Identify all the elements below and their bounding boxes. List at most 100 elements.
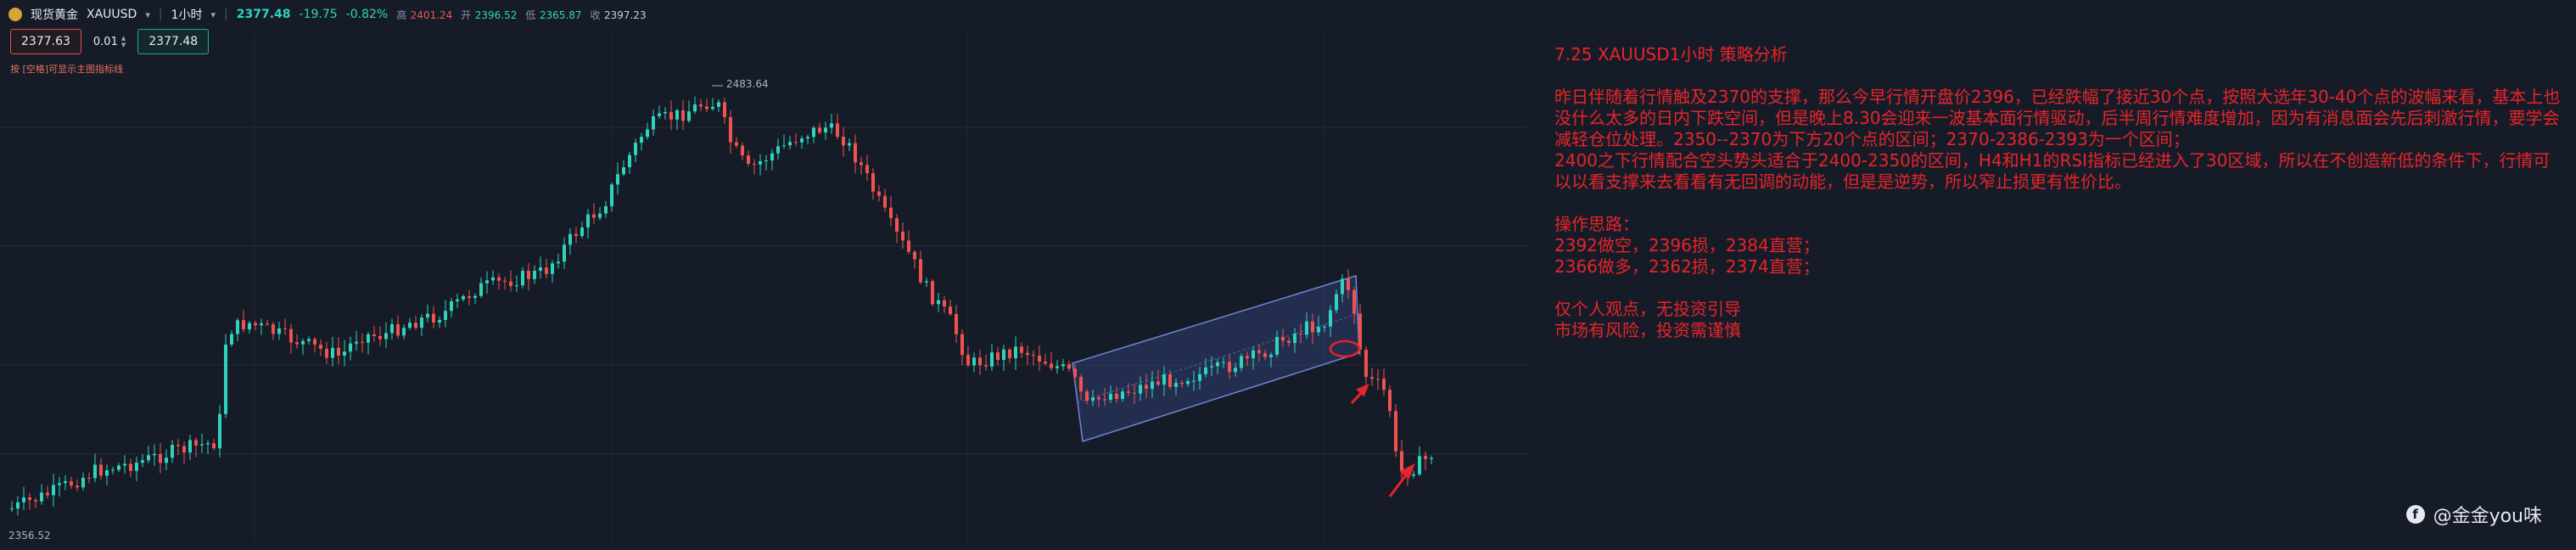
candle-body [1412, 474, 1415, 476]
candle-body [646, 129, 649, 138]
candle-body [551, 263, 554, 274]
candle-body [836, 123, 839, 138]
candle-body [1257, 350, 1261, 354]
candle-body [497, 277, 501, 281]
candle-body [1281, 336, 1285, 341]
candle-body [1341, 278, 1344, 295]
candle-body [81, 477, 85, 488]
candle-body [159, 453, 162, 463]
candle-body [877, 191, 881, 196]
candle-body [919, 259, 922, 283]
buy-button[interactable]: 2377.48 [137, 29, 210, 54]
quantity-value[interactable]: 0.01 [92, 35, 118, 48]
chevron-down-icon[interactable]: ▾ [145, 8, 150, 20]
candle-body [491, 277, 495, 281]
candle-body [283, 328, 287, 329]
candle-body [1097, 397, 1100, 400]
candle-body [574, 233, 578, 237]
candle-body [1056, 366, 1059, 368]
analysis-paragraph-1: 昨日伴随着行情触及2370的支撑，那么今早行情开盘价2396，已经跌幅了接近30… [1554, 87, 2561, 149]
candle-body [1026, 352, 1029, 356]
candle-body [889, 207, 893, 219]
candle-body [533, 270, 536, 279]
candle-body [545, 267, 548, 274]
candle-body [70, 480, 73, 486]
candle-body [147, 455, 150, 461]
candle-body [592, 214, 596, 218]
candle-body [1032, 355, 1035, 356]
candle-body [1424, 456, 1427, 459]
candle-body [34, 500, 37, 502]
candle-body [1085, 391, 1089, 401]
candle-body [301, 340, 305, 345]
candle-body [527, 271, 530, 279]
candle-body [729, 117, 732, 143]
candle-body [111, 469, 115, 471]
operation-short: 2392做空，2396损，2384直营； [1554, 235, 1820, 255]
candle-body [1210, 366, 1213, 368]
candle-body [135, 463, 138, 471]
candle-body [176, 445, 180, 446]
candle-body [1156, 381, 1160, 385]
candle-body [123, 463, 126, 466]
symbol-code[interactable]: XAUUSD [87, 8, 137, 21]
candle-body [812, 127, 815, 138]
candle-body [426, 313, 429, 318]
ohlc-close-label: 收 [590, 8, 601, 21]
stepper-arrows-icon[interactable]: ▲ ▼ [120, 35, 126, 48]
red-arrow-1 [1350, 384, 1369, 405]
sell-button[interactable]: 2377.63 [10, 29, 81, 54]
candle-body [22, 497, 25, 502]
candle-body [759, 160, 762, 165]
candle-body [396, 323, 400, 336]
ohlc-high: 高 2401.24 [396, 8, 452, 22]
candle-body [747, 155, 750, 165]
high-price-label: 2483.64 [726, 78, 769, 90]
symbol-name[interactable]: 现货黄金 [31, 8, 78, 22]
candle-body [40, 492, 43, 502]
candle-body [693, 104, 697, 112]
candle-body [1430, 457, 1433, 459]
candle-body [984, 365, 988, 367]
candle-body [1370, 377, 1374, 379]
candle-body [1145, 384, 1148, 390]
candle-body [349, 343, 352, 352]
candle-body [937, 300, 940, 305]
candle-body [1263, 353, 1267, 357]
candle-body [753, 164, 756, 166]
candle-body [687, 111, 691, 121]
candle-body [854, 143, 857, 163]
quantity-stepper[interactable]: 0.01 ▲ ▼ [88, 30, 131, 53]
candle-body [1317, 327, 1320, 333]
candle-body [260, 323, 263, 326]
ohlc-open-value: 2396.52 [474, 8, 518, 21]
candle-body [764, 160, 768, 162]
candle-body [901, 231, 904, 241]
candle-body [218, 413, 221, 449]
ohlc-low-value: 2365.87 [539, 8, 582, 21]
analysis-title: 7.25 XAUUSD1小时 策略分析 [1554, 44, 1788, 65]
candle-body [277, 328, 281, 334]
candle-body [200, 444, 204, 446]
candle-body [586, 214, 590, 227]
timeframe-selector[interactable]: 1小时 [171, 8, 203, 22]
candle-body [1139, 384, 1142, 394]
breakout-circle [1329, 340, 1361, 358]
candle-body [456, 299, 459, 302]
low-price-label: 2356.52 [8, 530, 51, 542]
candle-body [913, 251, 916, 260]
candle-body [895, 218, 899, 232]
candle-body [1067, 364, 1071, 369]
watermark-text: @金金you味 [2433, 506, 2542, 527]
chevron-down-icon[interactable]: ▾ [210, 8, 216, 20]
candle-body [384, 333, 388, 340]
candle-body [432, 313, 435, 323]
candle-body [788, 142, 792, 146]
candle-body [871, 173, 875, 192]
candle-body [1008, 349, 1011, 359]
candle-body [289, 328, 293, 343]
candle-body [1329, 310, 1332, 327]
candle-body [1079, 377, 1083, 392]
candle-body [830, 123, 833, 128]
